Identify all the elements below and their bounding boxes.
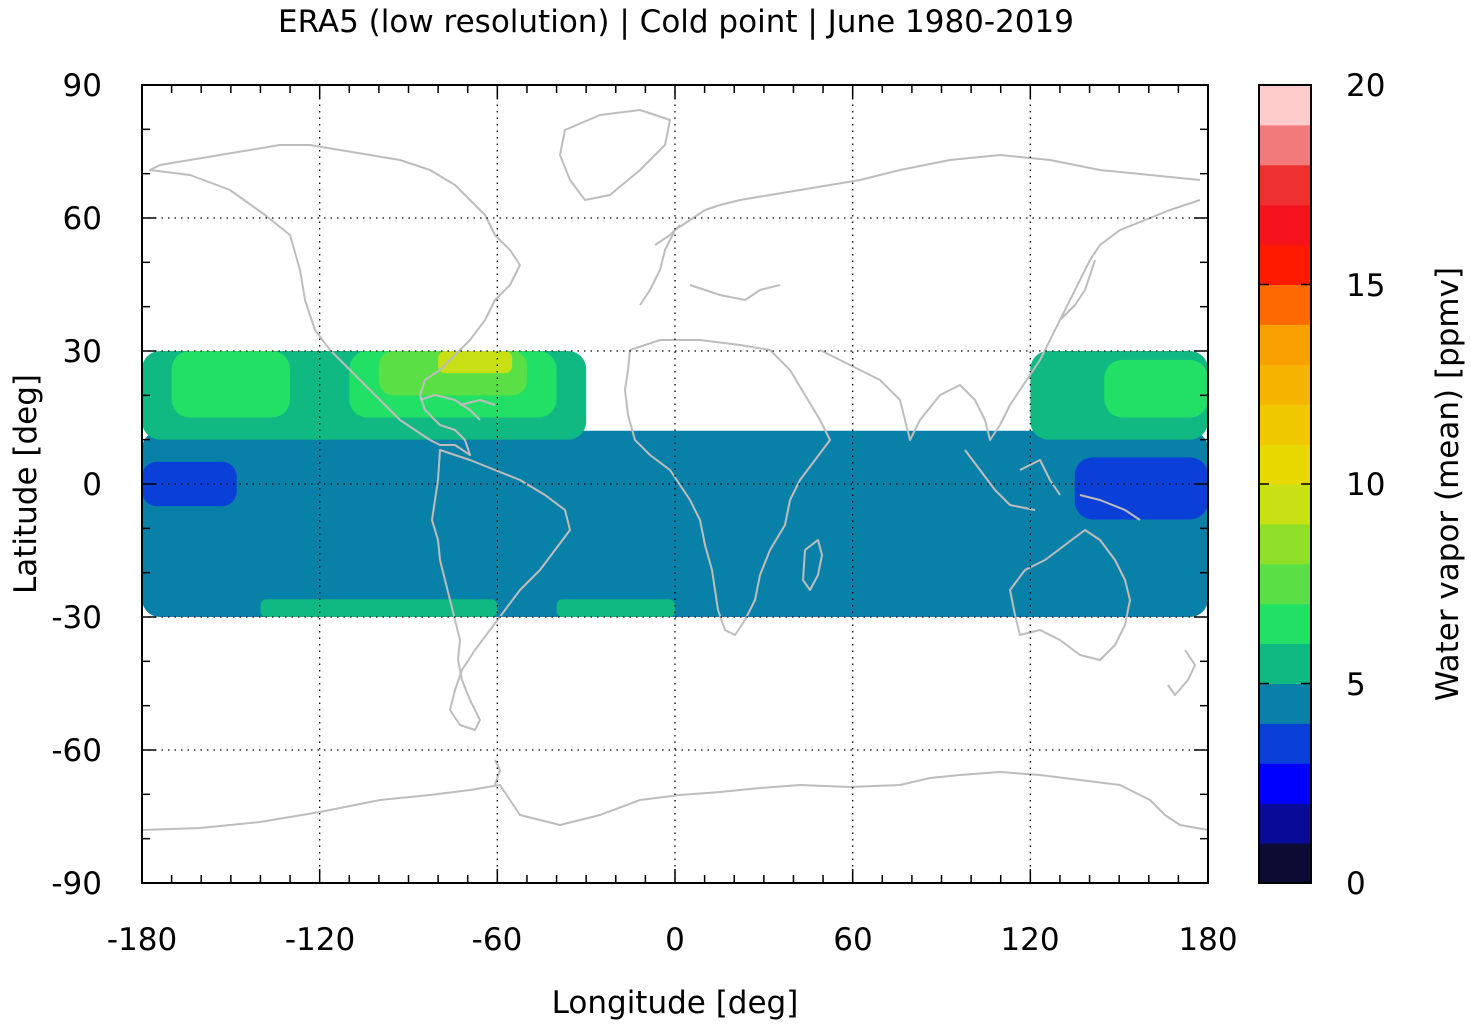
colorbar-swatch: [1259, 803, 1311, 844]
y-tick-label: 90: [63, 68, 102, 104]
colorbar-swatch: [1259, 364, 1311, 405]
y-tick-label: 30: [63, 334, 102, 370]
colorbar-tick-label: 0: [1346, 866, 1366, 902]
south-america-coastline: [431, 449, 571, 731]
data-region: [1074, 457, 1208, 520]
colorbar-swatch: [1259, 164, 1311, 206]
colorbar-tick-label: 10: [1346, 467, 1385, 503]
y-tick-label: 0: [82, 467, 102, 503]
colorbar-tick-label: 20: [1346, 68, 1385, 104]
colorbar-tick-label: 5: [1346, 667, 1366, 703]
x-tick-labels: -180 -120 -60 0 60 120 180: [107, 922, 1238, 958]
figure-title: ERA5 (low resolution) | Cold point | Jun…: [278, 4, 1074, 40]
data-region: [142, 461, 237, 507]
data-region: [556, 599, 675, 617]
data-region: [438, 351, 513, 374]
colorbar-swatch: [1259, 523, 1311, 565]
new-zealand-coastline: [1167, 649, 1196, 696]
x-axis-label: Longitude [deg]: [552, 985, 799, 1021]
y-tick-labels: 90 60 30 0 -30 -60 -90: [51, 68, 102, 902]
data-region: [142, 430, 1208, 617]
plot-frame: [141, 84, 1209, 884]
colorbar-swatch: [1259, 843, 1311, 884]
y-tick-label: -60: [51, 733, 102, 769]
colorbar-swatch: [1259, 643, 1311, 684]
greenland-coastline: [559, 109, 671, 201]
coastlines: [142, 109, 1208, 831]
australia-coastline: [1009, 529, 1131, 661]
colorbar-swatch: [1259, 244, 1311, 285]
y-tick-label: -90: [51, 866, 102, 902]
y-axis-label: Latitude [deg]: [8, 374, 44, 594]
data-region: [1104, 359, 1208, 418]
colorbar-swatch: [1259, 284, 1311, 325]
colorbar-swatch: [1259, 603, 1311, 645]
madagascar-coastline: [802, 539, 823, 591]
y-tick-label: -30: [51, 600, 102, 636]
asia-coastline: [819, 154, 1201, 441]
antarctic-peninsula-coastline: [494, 759, 501, 786]
colorbar-swatch: [1259, 763, 1311, 804]
colorbar-swatch: [1259, 204, 1311, 246]
caribbean-coastline: [419, 394, 496, 421]
colorbar-swatch: [1259, 723, 1311, 764]
x-tick-label: 60: [833, 922, 872, 958]
x-tick-label: -120: [285, 922, 355, 958]
colorbar-label: Water vapor (mean) [ppmv]: [1430, 267, 1466, 701]
water-vapor-field: [142, 351, 1208, 617]
data-region: [171, 351, 291, 418]
colorbar-swatch: [1259, 85, 1311, 126]
grid-lines: [142, 85, 1208, 883]
colorbar-frame: [1258, 84, 1312, 884]
colorbar: [1259, 85, 1311, 884]
europe-coastline: [639, 179, 861, 306]
minor-ticks: [142, 85, 1208, 883]
colorbar-swatch: [1259, 404, 1311, 445]
colorbar-swatch: [1259, 484, 1311, 525]
colorbar-swatch: [1259, 444, 1311, 485]
colorbar-swatch: [1259, 563, 1311, 605]
antarctica-coastline: [142, 771, 1208, 831]
x-tick-label: 0: [665, 922, 685, 958]
maritime-continent-coastline: [964, 449, 1141, 521]
x-tick-label: -180: [107, 922, 177, 958]
x-tick-label: 120: [1000, 922, 1059, 958]
colorbar-tick-label: 15: [1346, 268, 1385, 304]
x-tick-label: -60: [472, 922, 523, 958]
colorbar-swatch: [1259, 124, 1311, 166]
colorbar-swatch: [1259, 324, 1311, 365]
x-tick-label: 180: [1178, 922, 1237, 958]
y-tick-label: 60: [63, 201, 102, 237]
north-america-coastline: [149, 144, 521, 456]
japan-coastline: [1059, 259, 1096, 321]
data-region: [260, 599, 498, 617]
colorbar-swatch: [1259, 683, 1311, 724]
africa-coastline: [624, 339, 831, 636]
colorbar-tick-labels: 0 5 10 15 20: [1346, 68, 1385, 902]
